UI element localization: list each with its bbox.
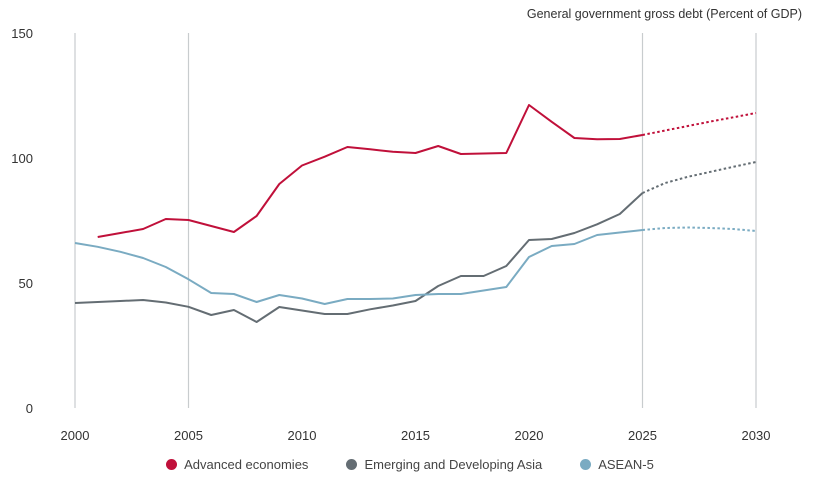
y-tick-label: 0: [26, 401, 33, 416]
legend-dot-icon: [166, 459, 178, 470]
legend-label: Emerging and Developing Asia: [364, 457, 543, 472]
x-tick-label: 2025: [628, 428, 657, 443]
y-tick-label: 150: [11, 26, 33, 41]
x-tick-label: 2020: [515, 428, 544, 443]
series-line-1: [74, 192, 644, 323]
legend-item-advanced: Advanced economies: [166, 457, 308, 472]
legend-item-emerging-asia: Emerging and Developing Asia: [346, 457, 542, 472]
x-tick-label: 2000: [61, 428, 90, 443]
legend: Advanced economies Emerging and Developi…: [0, 457, 820, 472]
x-tick-label: 2015: [401, 428, 430, 443]
legend-dot-icon: [346, 459, 358, 470]
legend-label: ASEAN-5: [598, 457, 654, 472]
y-tick-label: 50: [19, 276, 33, 291]
legend-item-asean5: ASEAN-5: [580, 457, 654, 472]
x-tick-label: 2030: [742, 428, 771, 443]
chart-title: General government gross debt (Percent o…: [527, 7, 802, 21]
legend-label: Advanced economies: [184, 457, 309, 472]
x-tick-label: 2010: [288, 428, 317, 443]
series-projection-2: [642, 226, 757, 232]
legend-dot-icon: [580, 459, 592, 470]
series-projection-0: [642, 112, 757, 136]
series-line-0: [97, 104, 643, 238]
series-projection-1: [642, 161, 757, 194]
y-tick-label: 100: [11, 151, 33, 166]
x-tick-label: 2005: [174, 428, 203, 443]
series-line-2: [74, 229, 643, 305]
